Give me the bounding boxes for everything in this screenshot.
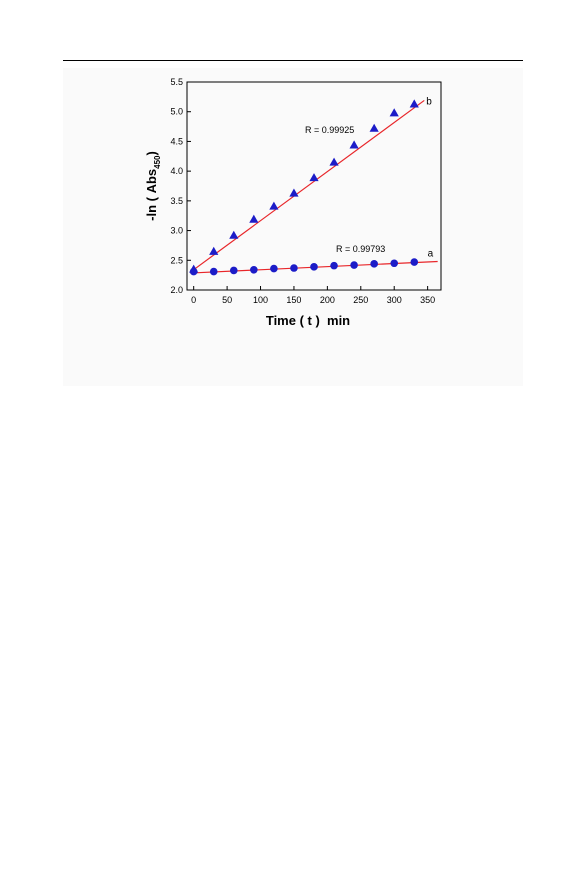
series-b-point	[249, 214, 259, 223]
x-tick-label: 250	[353, 295, 368, 305]
series-b-point	[309, 173, 319, 182]
y-tick-label: 5.0	[170, 107, 183, 117]
y-axis-label: -ln ( Abs450)	[144, 151, 162, 221]
series-b-label: b	[426, 96, 432, 107]
series-b-point	[329, 157, 339, 166]
x-tick-label: 300	[387, 295, 402, 305]
series-a-point	[270, 264, 278, 273]
x-tick-label: 350	[420, 295, 435, 305]
series-a-r-value: R = 0.99793	[336, 244, 385, 254]
figure-background	[63, 68, 523, 386]
x-tick-label: 50	[222, 295, 232, 305]
y-axis-label-subscript: 450	[153, 155, 162, 169]
series-b-point	[269, 201, 279, 210]
y-tick-label: 3.0	[170, 226, 183, 236]
series-a-point	[350, 261, 358, 269]
y-tick-label: 2.0	[170, 285, 183, 295]
series-a-point	[410, 258, 419, 266]
x-tick-label: 0	[191, 295, 196, 305]
series-b-point	[369, 123, 379, 132]
series-b-point	[389, 108, 399, 117]
series-b-point	[409, 99, 419, 108]
y-tick-label: 4.0	[170, 166, 183, 176]
series-a-point	[330, 261, 338, 270]
series-a-label: a	[428, 248, 434, 259]
series-a-point	[209, 267, 218, 276]
x-tick-label: 100	[253, 295, 268, 305]
series-b-point	[289, 188, 299, 197]
plot-frame	[186, 81, 442, 291]
y-tick-label: 2.5	[170, 255, 183, 265]
series-a-point	[229, 266, 238, 275]
series-b-point	[209, 246, 219, 255]
series-a-point	[250, 265, 258, 274]
y-axis-label-close: )	[144, 151, 159, 155]
series-a-point	[390, 259, 399, 268]
series-b-point	[189, 264, 199, 273]
x-tick-label: 200	[320, 295, 335, 305]
y-tick-label: 4.5	[170, 136, 183, 146]
header-rule	[63, 60, 523, 61]
y-tick-label: 5.5	[170, 77, 183, 87]
series-a-point	[290, 264, 298, 272]
series-b-point	[349, 140, 359, 149]
x-axis-label: Time ( t ) min	[266, 313, 350, 328]
series-a-point	[310, 263, 318, 271]
series-a-point	[370, 260, 378, 268]
x-tick-label: 150	[286, 295, 301, 305]
series-b-fit-line	[189, 99, 425, 273]
series-b-r-value: R = 0.99925	[305, 125, 354, 135]
y-tick-label: 3.5	[170, 196, 183, 206]
series-b-point	[229, 230, 239, 239]
